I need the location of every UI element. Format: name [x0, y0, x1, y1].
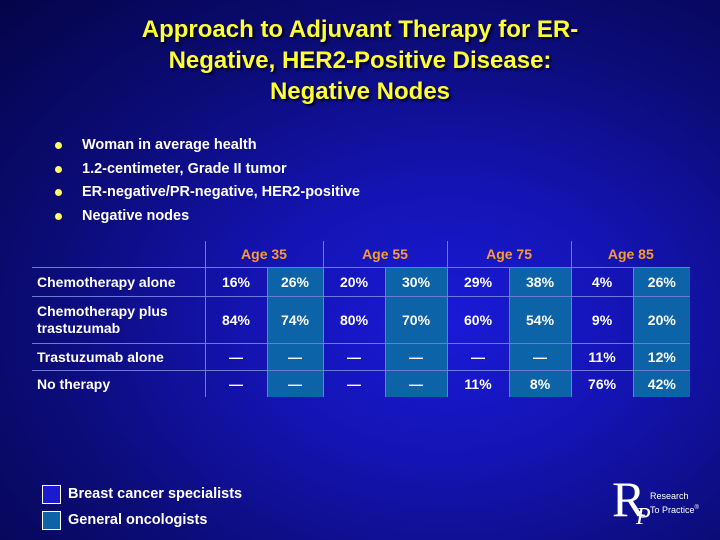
logo-text: Research To Practice® — [650, 490, 699, 516]
specialist-cell: 11% — [447, 370, 510, 397]
research-to-practice-logo: R P Research To Practice® — [612, 474, 712, 530]
title-line-1: Approach to Adjuvant Therapy for ER- — [141, 16, 579, 43]
bullet-dot-icon — [55, 165, 62, 173]
row-label: Chemotherapy plus trastuzumab — [32, 296, 206, 344]
bullet-item: Woman in average health — [52, 134, 360, 158]
oncologist-cell: 74% — [267, 296, 324, 344]
logo-text-line-1: Research — [650, 491, 689, 501]
case-bullet-list: Woman in average health 1.2-centimeter, … — [52, 134, 360, 228]
oncologist-cell: — — [385, 343, 448, 371]
title-line-3: Negative Nodes — [269, 78, 451, 105]
bullet-item: 1.2-centimeter, Grade II tumor — [52, 158, 360, 182]
specialist-cell: — — [205, 370, 268, 397]
specialist-cell: 29% — [447, 267, 510, 297]
oncologist-cell: 38% — [509, 267, 572, 297]
row-label: Trastuzumab alone — [32, 343, 206, 371]
specialist-cell: — — [323, 370, 386, 397]
specialist-cell: 60% — [447, 296, 510, 344]
logo-letter-r: R — [612, 471, 646, 527]
oncologist-cell: — — [385, 370, 448, 397]
title-line-2: Negative, HER2-Positive Disease: — [168, 47, 552, 74]
therapy-table: Age 35 Age 55 Age 75 Age 85 Chemotherapy… — [32, 241, 691, 397]
bullet-dot-icon — [55, 189, 62, 196]
specialist-cell: 76% — [571, 370, 634, 397]
specialist-cell: 11% — [571, 343, 634, 371]
age-header: Age 75 — [447, 241, 572, 268]
specialist-cell: 9% — [571, 296, 634, 344]
age-header: Age 55 — [323, 241, 448, 268]
row-label: No therapy — [32, 370, 206, 397]
table-row: Trastuzumab alone — — — — — — 11% 12% — [32, 343, 691, 371]
age-header: Age 35 — [205, 241, 324, 268]
specialist-cell: — — [205, 343, 268, 371]
specialist-cell: — — [447, 343, 510, 371]
table-row: Chemotherapy plus trastuzumab 84% 74% 80… — [32, 296, 691, 344]
legend-swatch-oncologists — [42, 511, 61, 530]
legend-swatch-specialists — [42, 485, 61, 504]
slide-title: Approach to Adjuvant Therapy for ER- Neg… — [0, 14, 720, 107]
row-label: Chemotherapy alone — [32, 267, 206, 297]
oncologist-cell: 26% — [633, 267, 691, 297]
oncologist-cell: 54% — [509, 296, 572, 344]
header-empty-cell — [32, 241, 206, 268]
age-header: Age 85 — [607, 246, 654, 262]
specialist-cell: 4% — [571, 267, 634, 297]
oncologist-cell: 30% — [385, 267, 448, 297]
oncologist-cell: 26% — [267, 267, 324, 297]
logo-trademark: ® — [694, 505, 699, 511]
oncologist-cell: — — [267, 370, 324, 397]
specialist-cell: 84% — [205, 296, 268, 344]
logo-letter-p: P — [636, 504, 651, 530]
oncologist-cell: 20% — [633, 296, 691, 344]
oncologist-cell: 42% — [633, 370, 691, 397]
logo-text-line-2: To Practice® — [650, 505, 699, 515]
legend-label-oncologists: General oncologists — [68, 512, 208, 528]
bullet-item: ER-negative/PR-negative, HER2-positive — [52, 181, 360, 205]
oncologist-cell: 70% — [385, 296, 448, 344]
oncologist-cell: — — [267, 343, 324, 371]
specialist-cell: — — [323, 343, 386, 371]
specialist-cell: 20% — [323, 267, 386, 297]
legend-label-specialists: Breast cancer specialists — [68, 486, 243, 502]
oncologist-cell: 12% — [633, 343, 691, 371]
specialist-cell: 80% — [323, 296, 386, 344]
table-row: No therapy — — — — 11% 8% 76% 42% — [32, 370, 691, 397]
specialist-cell: 16% — [205, 267, 268, 297]
bullet-dot-icon — [55, 212, 62, 220]
bullet-item: Negative nodes — [52, 205, 360, 229]
table-header-row: Age 35 Age 55 Age 75 Age 85 — [32, 241, 690, 268]
oncologist-cell: — — [509, 343, 572, 371]
oncologist-cell: 8% — [509, 370, 572, 397]
bullet-dot-icon — [55, 142, 62, 149]
table-row: Chemotherapy alone 16% 26% 20% 30% 29% 3… — [32, 267, 691, 297]
